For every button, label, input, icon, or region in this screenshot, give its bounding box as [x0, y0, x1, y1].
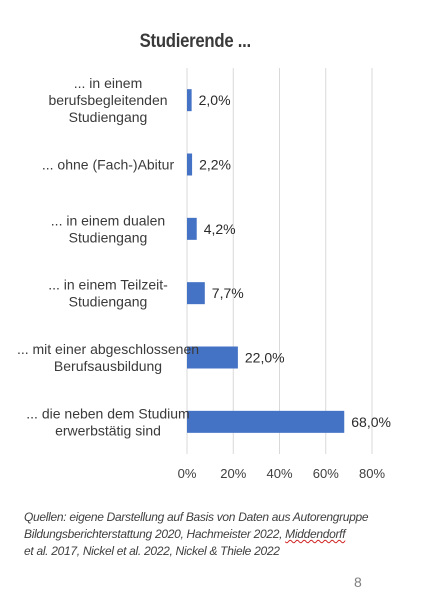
x-tick-label: 60%	[313, 466, 339, 481]
bar	[187, 282, 205, 305]
category-label-line: ... in einem	[74, 75, 142, 91]
category-label-line: erwerbstätig sind	[55, 422, 161, 438]
source-line-3: et al. 2017, Nickel et al. 2022, Nickel …	[24, 544, 280, 558]
category-label-line: ... in einem Teilzeit-	[48, 277, 168, 293]
category-label-line: ... die neben dem Studium	[26, 405, 189, 421]
x-tick-label: 0%	[178, 466, 197, 481]
data-label: 2,2%	[199, 157, 231, 173]
category-label-line: Berufsausbildung	[54, 358, 162, 374]
data-label: 2,0%	[199, 92, 231, 108]
data-label: 22,0%	[245, 350, 285, 366]
chart-title: Studierende ...	[139, 31, 252, 52]
data-label: 4,2%	[204, 221, 236, 237]
category-label-line: ... in einem dualen	[51, 212, 165, 228]
category-label: ... in einem Teilzeit-Studiengang	[48, 277, 168, 310]
bar-chart: 0% 20% 40% 60% 80% 2,0% ... in einem berufsbegl…	[17, 68, 391, 481]
bar	[187, 410, 345, 433]
bar	[187, 89, 192, 112]
category-label: ... ohne (Fach-)Abitur	[42, 157, 175, 173]
category-label-line: berufsbegleitenden	[48, 92, 167, 108]
category-label-line: ... ohne (Fach-)Abitur	[42, 157, 175, 173]
category-label: ... mit einer abgeschlossenen Berufsausbi…	[17, 341, 199, 374]
source-line-2a: Bildungsberichterstattung 2020, Hachmeis…	[24, 527, 286, 541]
category-label-line: Studiengang	[69, 109, 148, 125]
category-label-line: Studiengang	[69, 229, 148, 245]
data-label: 68,0%	[351, 414, 391, 430]
bar	[187, 217, 197, 240]
bar	[187, 346, 238, 369]
category-label: ... die neben dem Studium erwerbstätig si…	[26, 405, 189, 438]
source-name-middendorff: Middendorff	[285, 527, 346, 541]
x-tick-label: 20%	[220, 466, 246, 481]
category-label-line: ... mit einer abgeschlossenen	[17, 341, 199, 357]
source-line-1: Quellen: eigene Darstellung auf Basis vo…	[24, 510, 369, 524]
page-number: 8	[354, 574, 362, 590]
bar	[187, 153, 193, 176]
source-note: Quellen: eigene Darstellung auf Basis vo…	[24, 509, 424, 560]
x-tick-label: 80%	[359, 466, 385, 481]
category-label: ... in einem dualen Studiengang	[51, 212, 165, 245]
x-tick-label: 40%	[266, 466, 292, 481]
category-label: ... in einem berufsbegleitenden Studiengan…	[48, 75, 167, 125]
data-label: 7,7%	[212, 285, 244, 301]
category-label-line: Studiengang	[69, 294, 148, 310]
source-line-2: Bildungsberichterstattung 2020, Hachmeis…	[24, 526, 424, 543]
